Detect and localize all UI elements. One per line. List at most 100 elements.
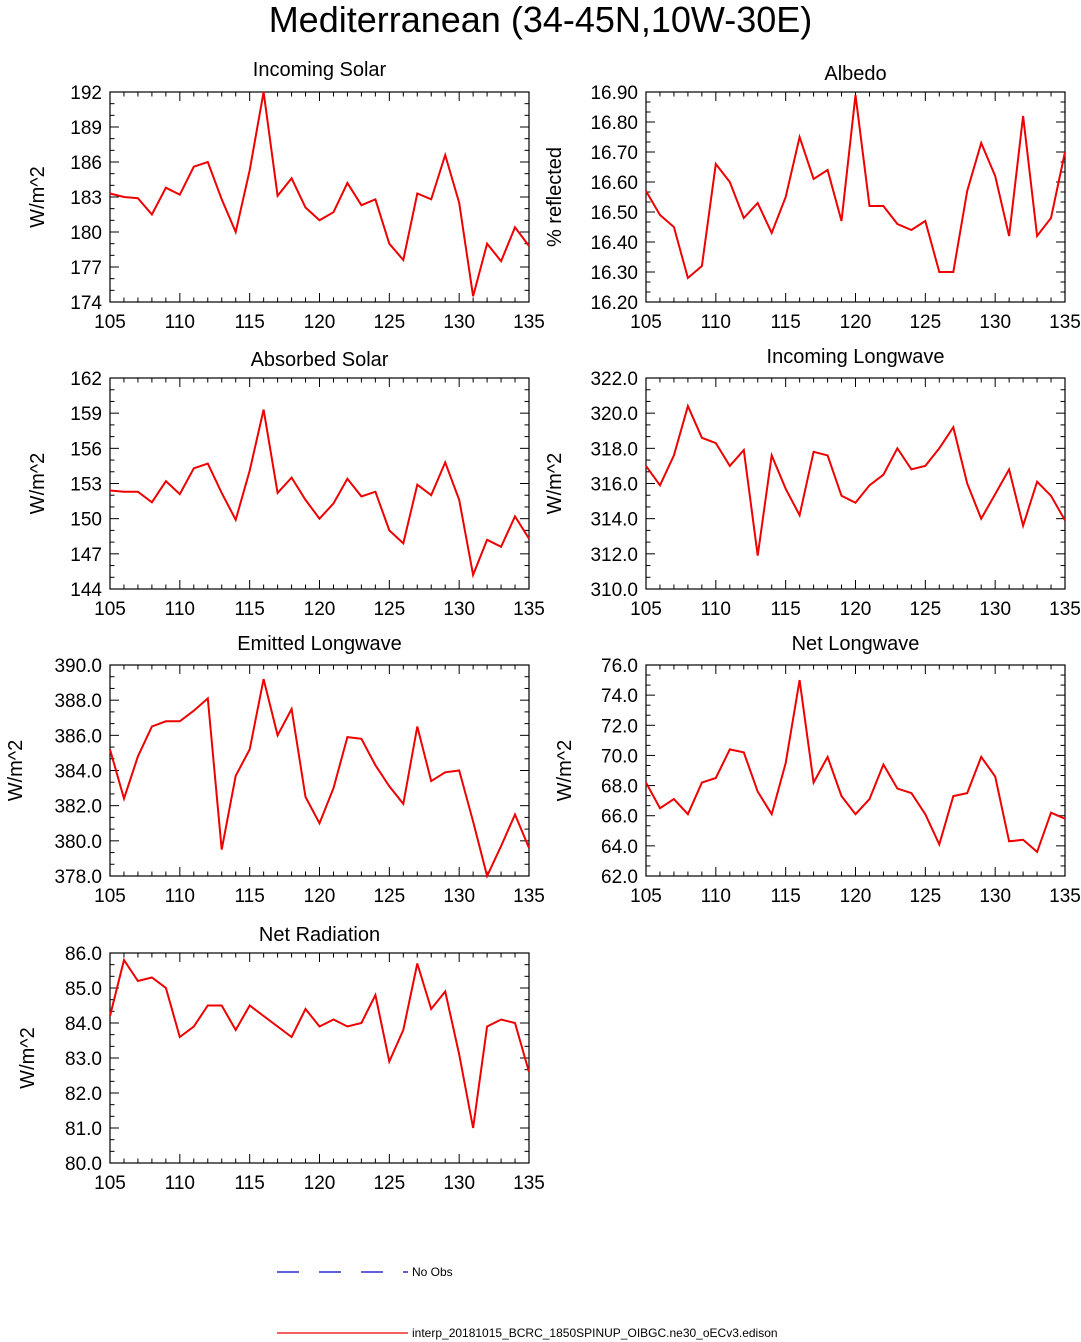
data-point: [305, 1008, 307, 1010]
x-tick-label: 110: [165, 599, 195, 620]
x-tick-label: 115: [771, 886, 801, 907]
y-tick-label: 16.60: [590, 173, 638, 194]
data-point: [430, 780, 432, 782]
data-point: [980, 518, 982, 520]
x-tick-label: 110: [701, 312, 731, 333]
x-tick-label: 120: [840, 599, 872, 620]
data-point: [277, 734, 279, 736]
data-point: [402, 803, 404, 805]
data-point: [938, 447, 940, 449]
y-tick-label: 153: [70, 475, 102, 496]
data-point: [813, 782, 815, 784]
data-point: [952, 426, 954, 428]
y-axis-label: W/m^2: [544, 453, 566, 515]
data-point: [486, 539, 488, 541]
x-tick-label: 125: [909, 599, 941, 620]
data-point: [319, 518, 321, 520]
y-tick-label: 316.0: [590, 475, 638, 496]
x-tick-label: 120: [304, 312, 336, 333]
y-axis-label: W/m^2: [27, 453, 49, 515]
y-tick-label: 66.0: [601, 807, 638, 828]
data-point: [799, 679, 801, 681]
data-point: [952, 795, 954, 797]
data-point: [486, 1026, 488, 1028]
data-point: [715, 442, 717, 444]
panel-title: Emitted Longwave: [237, 633, 402, 655]
data-point: [402, 259, 404, 261]
x-tick-label: 130: [979, 599, 1011, 620]
panel-title: Absorbed Solar: [251, 349, 389, 371]
data-point: [813, 178, 815, 180]
data-point: [360, 204, 362, 206]
plot-frame: [645, 91, 1066, 303]
data-point: [416, 726, 418, 728]
data-point: [910, 229, 912, 231]
panel-title: Net Radiation: [259, 924, 380, 946]
data-point: [785, 762, 787, 764]
data-point: [827, 169, 829, 171]
data-point: [966, 190, 968, 192]
data-point: [980, 142, 982, 144]
x-tick-label: 125: [373, 599, 405, 620]
data-point: [729, 465, 731, 467]
panel-4: 105 110 115 120 125 130 135 310.0 312.0 314.0 316.…: [544, 346, 1081, 620]
data-point: [165, 720, 167, 722]
data-point: [1050, 217, 1052, 219]
y-tick-label: 378.0: [54, 867, 102, 888]
data-point: [235, 231, 237, 233]
y-tick-label: 16.70: [590, 143, 638, 164]
data-point: [333, 1019, 335, 1021]
data-point: [235, 1029, 237, 1031]
data-point: [221, 1005, 223, 1007]
legend-model-label: interp_20181015_BCRC_1850SPINUP_OIBGC.ne…: [412, 1326, 778, 1340]
x-tick-label: 105: [94, 886, 126, 907]
data-point: [346, 1026, 348, 1028]
data-point: [151, 214, 153, 216]
data-point: [701, 782, 703, 784]
y-tick-label: 174: [70, 293, 102, 314]
data-point: [137, 197, 139, 199]
data-point: [924, 813, 926, 815]
y-tick-label: 62.0: [601, 867, 638, 888]
data-point: [109, 490, 111, 492]
y-tick-label: 189: [70, 118, 102, 139]
series-line: [109, 957, 530, 1129]
data-point: [374, 491, 376, 493]
data-point: [715, 777, 717, 779]
data-point: [319, 1026, 321, 1028]
data-point: [249, 169, 251, 171]
x-tick-label: 130: [443, 1173, 475, 1194]
x-tick-label: 120: [304, 886, 336, 907]
data-point: [444, 771, 446, 773]
data-point: [673, 454, 675, 456]
data-point: [994, 493, 996, 495]
data-point: [402, 542, 404, 544]
data-point: [771, 232, 773, 234]
y-tick-label: 86.0: [65, 944, 102, 965]
data-point: [827, 756, 829, 758]
y-tick-label: 82.0: [65, 1084, 102, 1105]
data-point: [472, 821, 474, 823]
data-point: [291, 708, 293, 710]
data-point: [813, 451, 815, 453]
data-point: [291, 1036, 293, 1038]
legend-obs-label: No Obs: [412, 1265, 453, 1279]
data-point: [193, 467, 195, 469]
x-tick-label: 125: [909, 886, 941, 907]
data-point: [799, 136, 801, 138]
data-point: [757, 202, 759, 204]
y-tick-label: 156: [70, 439, 102, 460]
data-point: [165, 987, 167, 989]
data-point: [263, 91, 265, 93]
data-point: [165, 187, 167, 189]
data-point: [360, 495, 362, 497]
data-point: [123, 196, 125, 198]
data-point: [249, 1005, 251, 1007]
data-point: [757, 555, 759, 557]
data-point: [924, 220, 926, 222]
data-point: [291, 177, 293, 179]
data-point: [319, 822, 321, 824]
data-point: [416, 484, 418, 486]
data-point: [952, 271, 954, 273]
x-tick-label: 120: [304, 599, 336, 620]
